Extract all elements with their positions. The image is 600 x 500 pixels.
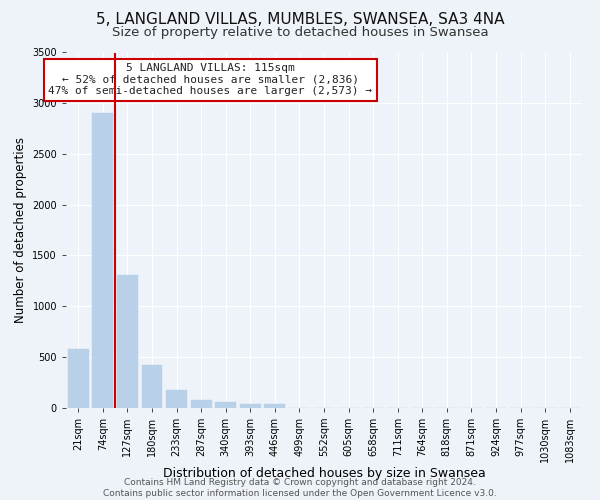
Bar	[265, 404, 286, 407]
Bar	[92, 114, 113, 408]
Bar	[142, 365, 163, 408]
Text: Contains HM Land Registry data © Crown copyright and database right 2024.
Contai: Contains HM Land Registry data © Crown c…	[103, 478, 497, 498]
Bar	[240, 404, 261, 407]
X-axis label: Distribution of detached houses by size in Swansea: Distribution of detached houses by size …	[163, 468, 485, 480]
Bar	[117, 274, 138, 407]
Text: 5 LANGLAND VILLAS: 115sqm
← 52% of detached houses are smaller (2,836)
47% of se: 5 LANGLAND VILLAS: 115sqm ← 52% of detac…	[49, 63, 373, 96]
Bar	[215, 402, 236, 407]
Bar	[191, 400, 212, 407]
Text: Size of property relative to detached houses in Swansea: Size of property relative to detached ho…	[112, 26, 488, 39]
Bar	[68, 348, 89, 408]
Text: 5, LANGLAND VILLAS, MUMBLES, SWANSEA, SA3 4NA: 5, LANGLAND VILLAS, MUMBLES, SWANSEA, SA…	[96, 12, 504, 28]
Y-axis label: Number of detached properties: Number of detached properties	[14, 137, 26, 323]
Bar	[166, 390, 187, 407]
